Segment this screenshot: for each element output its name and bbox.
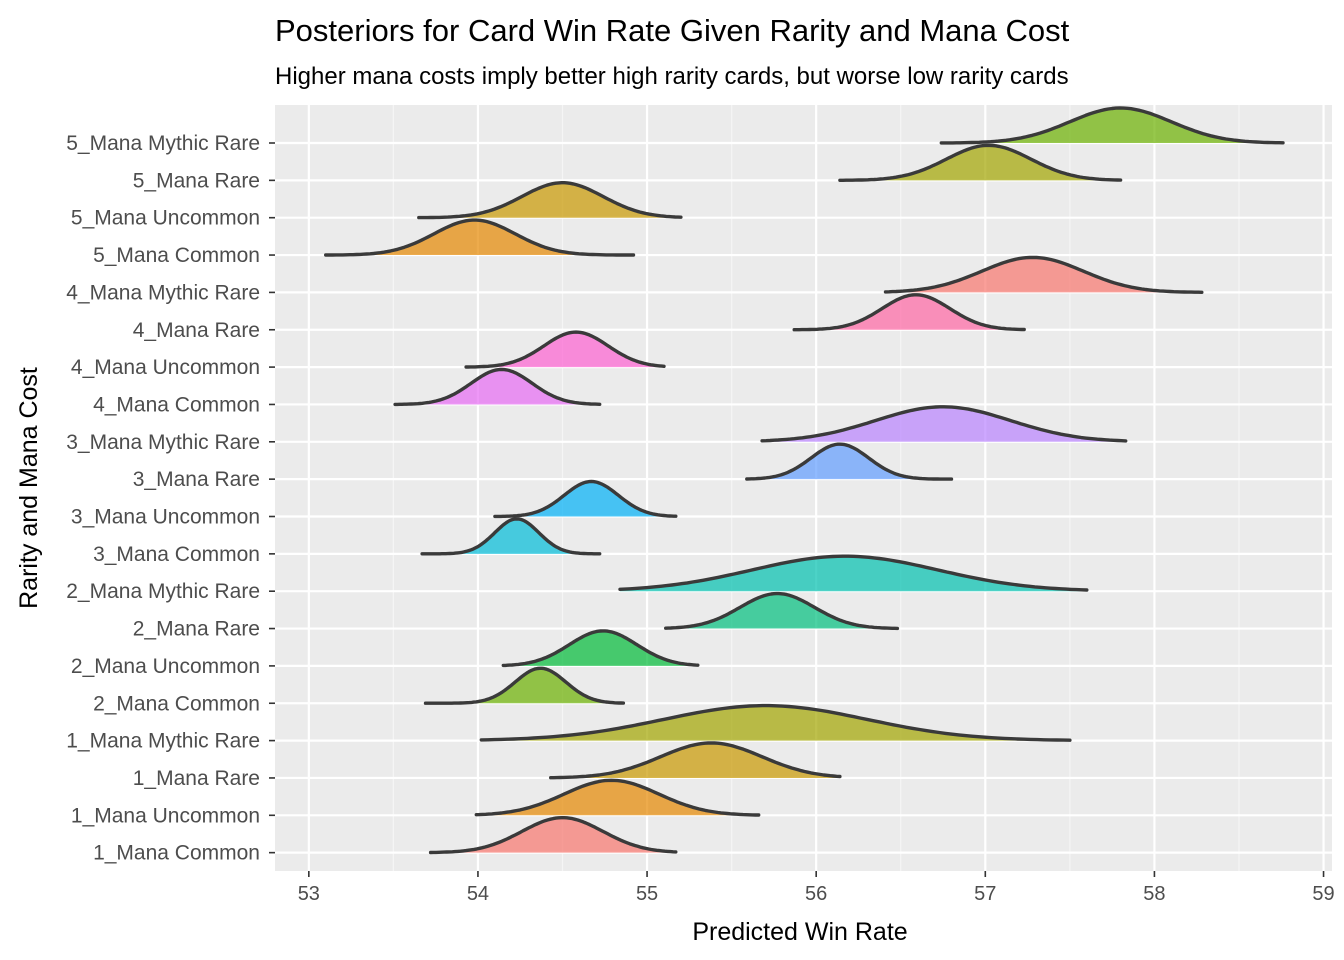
ridge-4-mana-mythic-rare bbox=[883, 255, 1204, 294]
ridge-4-mana-uncommon bbox=[464, 330, 666, 369]
ridge-outline bbox=[664, 591, 900, 631]
ridge-2-mana-mythic-rare bbox=[618, 554, 1089, 592]
ridge-outline bbox=[745, 442, 954, 481]
ridge-1-mana-mythic-rare bbox=[479, 703, 1072, 742]
ridge-fill bbox=[466, 332, 664, 368]
ridge-fill bbox=[418, 182, 681, 218]
x-tick-label: 53 bbox=[298, 883, 320, 905]
ridge-outline bbox=[549, 741, 842, 780]
y-tick-label: 2_Mana Mythic Rare bbox=[66, 580, 260, 603]
ridge-3-mana-uncommon bbox=[493, 479, 678, 519]
y-axis: 1_Mana Common 1_Mana Uncommon 1_Mana Rare 1… bbox=[66, 132, 275, 865]
ridge-1-mana-rare bbox=[549, 741, 842, 780]
x-tick-label: 57 bbox=[974, 883, 996, 905]
chart-subtitle: Higher mana costs imply better high rari… bbox=[275, 63, 1069, 90]
ridge-fill bbox=[425, 668, 624, 704]
x-tick-label: 59 bbox=[1312, 883, 1334, 905]
y-tick-label: 2_Mana Uncommon bbox=[71, 655, 260, 678]
ridge-2-mana-uncommon bbox=[501, 629, 700, 668]
ridge-fill bbox=[620, 556, 1087, 592]
ridge-outline bbox=[493, 479, 678, 519]
ridge-4-mana-rare bbox=[792, 293, 1026, 332]
y-tick-label: 1_Mana Uncommon bbox=[71, 804, 260, 827]
x-axis-title: Predicted Win Rate bbox=[692, 918, 907, 946]
x-axis: 53 54 55 56 57 58 59 bbox=[298, 871, 1335, 905]
ridge-outline bbox=[501, 629, 700, 668]
y-tick-label: 1_Mana Rare bbox=[133, 767, 260, 790]
x-tick-label: 58 bbox=[1143, 883, 1165, 905]
ridge-2-mana-common bbox=[423, 666, 626, 705]
ridge-5-mana-mythic-rare bbox=[939, 106, 1285, 145]
ridge-outline bbox=[618, 554, 1089, 592]
ridge-fill bbox=[503, 630, 698, 666]
ridge-fill bbox=[481, 705, 1070, 741]
y-tick-label: 5_Mana Rare bbox=[133, 169, 260, 192]
ridge-outline bbox=[417, 181, 683, 220]
chart-title: Posteriors for Card Win Rate Given Rarit… bbox=[275, 13, 1070, 48]
y-tick-label: 3_Mana Uncommon bbox=[71, 506, 260, 529]
y-tick-label: 2_Mana Common bbox=[93, 692, 260, 715]
ridge-fill bbox=[422, 518, 600, 554]
ridge-1-mana-uncommon bbox=[474, 778, 761, 817]
density-ridges bbox=[324, 106, 1285, 855]
ridge-fill bbox=[941, 108, 1283, 143]
ridge-2-mana-rare bbox=[664, 591, 900, 631]
ridge-outline bbox=[393, 367, 602, 407]
y-tick-label: 4_Mana Common bbox=[93, 393, 260, 416]
x-tick-label: 55 bbox=[636, 883, 658, 905]
ridge-fill bbox=[325, 220, 634, 256]
ridge-outline bbox=[420, 517, 602, 556]
ridge-outline bbox=[464, 330, 666, 369]
x-tick-label: 56 bbox=[805, 883, 827, 905]
y-tick-label: 5_Mana Mythic Rare bbox=[66, 132, 260, 155]
ridge-outline bbox=[474, 778, 761, 817]
ridge-outline bbox=[423, 666, 626, 705]
ridge-fill bbox=[665, 593, 898, 629]
y-tick-label: 1_Mana Mythic Rare bbox=[66, 730, 260, 753]
ridge-outline bbox=[939, 106, 1285, 145]
ridge-outline bbox=[838, 143, 1123, 182]
ridge-fill bbox=[762, 406, 1126, 442]
ridge-3-mana-common bbox=[420, 517, 602, 556]
y-tick-label: 1_Mana Common bbox=[93, 842, 260, 865]
ridge-outline bbox=[428, 816, 678, 855]
ridge-3-mana-mythic-rare bbox=[760, 405, 1128, 443]
ridge-1-mana-common bbox=[428, 816, 678, 855]
ridge-fill bbox=[794, 294, 1025, 330]
ridge-5-mana-rare bbox=[838, 143, 1123, 182]
ridge-fill bbox=[494, 481, 676, 517]
ridge-4-mana-common bbox=[393, 367, 602, 407]
x-tick-label: 54 bbox=[467, 883, 489, 905]
y-axis-title: Rarity and Mana Cost bbox=[15, 367, 43, 609]
y-tick-label: 3_Mana Mythic Rare bbox=[66, 431, 260, 454]
y-tick-label: 5_Mana Common bbox=[93, 244, 260, 267]
ridge-5-mana-uncommon bbox=[417, 181, 683, 220]
y-tick-label: 4_Mana Rare bbox=[133, 319, 260, 342]
y-tick-label: 4_Mana Mythic Rare bbox=[66, 281, 260, 304]
y-tick-label: 5_Mana Uncommon bbox=[71, 207, 260, 230]
ridge-fill bbox=[550, 743, 840, 778]
y-tick-label: 3_Mana Common bbox=[93, 543, 260, 566]
ridge-outline bbox=[792, 293, 1026, 332]
y-tick-label: 2_Mana Rare bbox=[133, 618, 260, 641]
ridge-5-mana-common bbox=[324, 218, 636, 257]
ridge-fill bbox=[839, 145, 1121, 181]
ridge-outline bbox=[479, 703, 1072, 742]
ridge-fill bbox=[885, 257, 1202, 293]
ridge-3-mana-rare bbox=[745, 442, 954, 481]
y-tick-label: 4_Mana Uncommon bbox=[71, 356, 260, 379]
minor-gridlines bbox=[392, 105, 1240, 871]
plot-panel bbox=[275, 105, 1332, 871]
ridge-outline bbox=[760, 405, 1128, 443]
y-tick-label: 3_Mana Rare bbox=[133, 468, 260, 491]
ridge-fill bbox=[746, 444, 952, 480]
ridge-outline bbox=[324, 218, 636, 257]
ridge-outline bbox=[883, 255, 1204, 294]
ridge-fill bbox=[430, 817, 676, 853]
